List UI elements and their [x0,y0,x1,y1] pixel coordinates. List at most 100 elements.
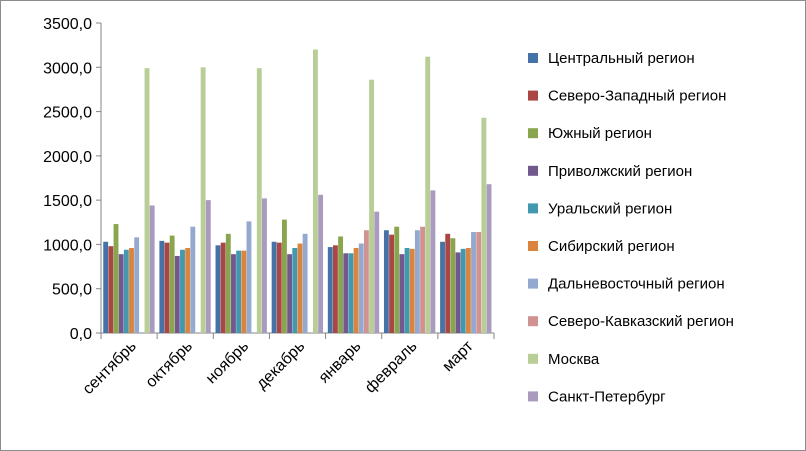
bar [313,49,318,333]
legend-label: Приволжский регион [548,163,692,180]
bar [302,233,308,333]
x-tick-label: октябрь [143,338,196,391]
x-tick-label: январь [316,338,365,387]
x-tick-label: сентябрь [80,338,140,398]
bar [282,219,287,333]
bar [471,232,476,333]
bar [383,230,389,333]
x-tick-label: ноябрь [203,338,252,387]
bar [256,68,262,334]
bar [425,56,431,333]
bar [159,240,165,333]
bar [185,247,191,333]
bar [486,184,492,333]
legend-label: Южный регион [548,125,652,142]
bar [246,221,252,333]
bar [297,243,303,333]
bar [144,68,150,334]
bar [200,67,206,333]
bar [404,247,410,333]
bar [414,230,420,333]
bar [343,253,349,333]
bar [113,224,119,333]
bar [460,248,466,333]
legend-label: Дальневосточный регион [548,276,725,293]
bar [369,79,375,333]
bar [174,255,180,333]
bar [169,235,175,333]
y-tick-label: 3500,0 [43,16,92,33]
bar [481,117,487,334]
legend-swatch [528,241,538,251]
bar [430,190,436,333]
bar [353,247,359,333]
bar [287,254,293,333]
bar [164,242,170,333]
legend-label: Москва [548,351,600,368]
x-tick-label: декабрь [253,338,308,393]
y-tick-label: 0,0 [70,326,92,343]
y-tick-label: 1500,0 [43,193,92,210]
legend: Центральный регион Северо-Западный регион… [528,50,734,405]
x-tick-label: февраль [362,338,421,397]
bar [134,237,140,333]
bar [271,241,277,333]
legend-swatch [528,203,538,214]
bar [358,243,364,333]
bar [129,247,134,333]
legend-swatch [528,90,538,101]
bar [180,249,185,333]
bar [103,241,109,333]
bar [149,205,155,333]
bar [399,254,405,333]
bar [236,250,242,333]
bar [276,242,282,333]
bar [440,241,445,333]
bar [262,198,267,333]
bar [348,253,354,333]
bar [465,247,471,333]
bar [445,233,451,333]
legend-swatch [528,353,538,364]
legend-label: Уральский регион [548,200,672,217]
x-tick-label: март [439,337,477,375]
legend-label: Санкт-Петербург [548,388,666,405]
bar [363,230,369,333]
legend-label: Сибирский регион [548,238,675,255]
bar [190,226,196,333]
y-tick-label: 3000,0 [43,60,92,77]
legend-swatch [528,128,538,139]
bar [231,254,236,333]
y-tick-label: 2500,0 [43,105,92,122]
legend-label: Северо-Западный регион [548,88,726,105]
bar [123,249,129,333]
bar [327,247,333,333]
bar [225,233,231,333]
bar [215,245,221,333]
legend-swatch [528,278,538,289]
bar [338,236,344,333]
legend-swatch [528,165,538,176]
legend-swatch [528,316,538,327]
bar [409,248,415,333]
bar [205,200,211,333]
plot-area: 0,0 500,0 1000,0 1500,0 2000,0 2500,0 3000,0 35… [43,16,495,398]
bar [374,211,380,333]
bar [420,226,425,333]
bar [241,250,247,333]
legend-label: Северо-Кавказский регион [548,313,734,330]
bar [108,246,114,333]
bar [292,247,298,333]
y-tick-label: 500,0 [52,282,92,299]
bar [118,254,124,333]
legend-swatch [528,391,538,402]
legend-swatch [528,53,538,63]
bar [389,234,394,333]
y-tick-label: 1000,0 [43,237,92,254]
bar [220,242,226,333]
bar [332,245,338,333]
bar [476,232,482,333]
y-tick-label: 2000,0 [43,149,92,166]
